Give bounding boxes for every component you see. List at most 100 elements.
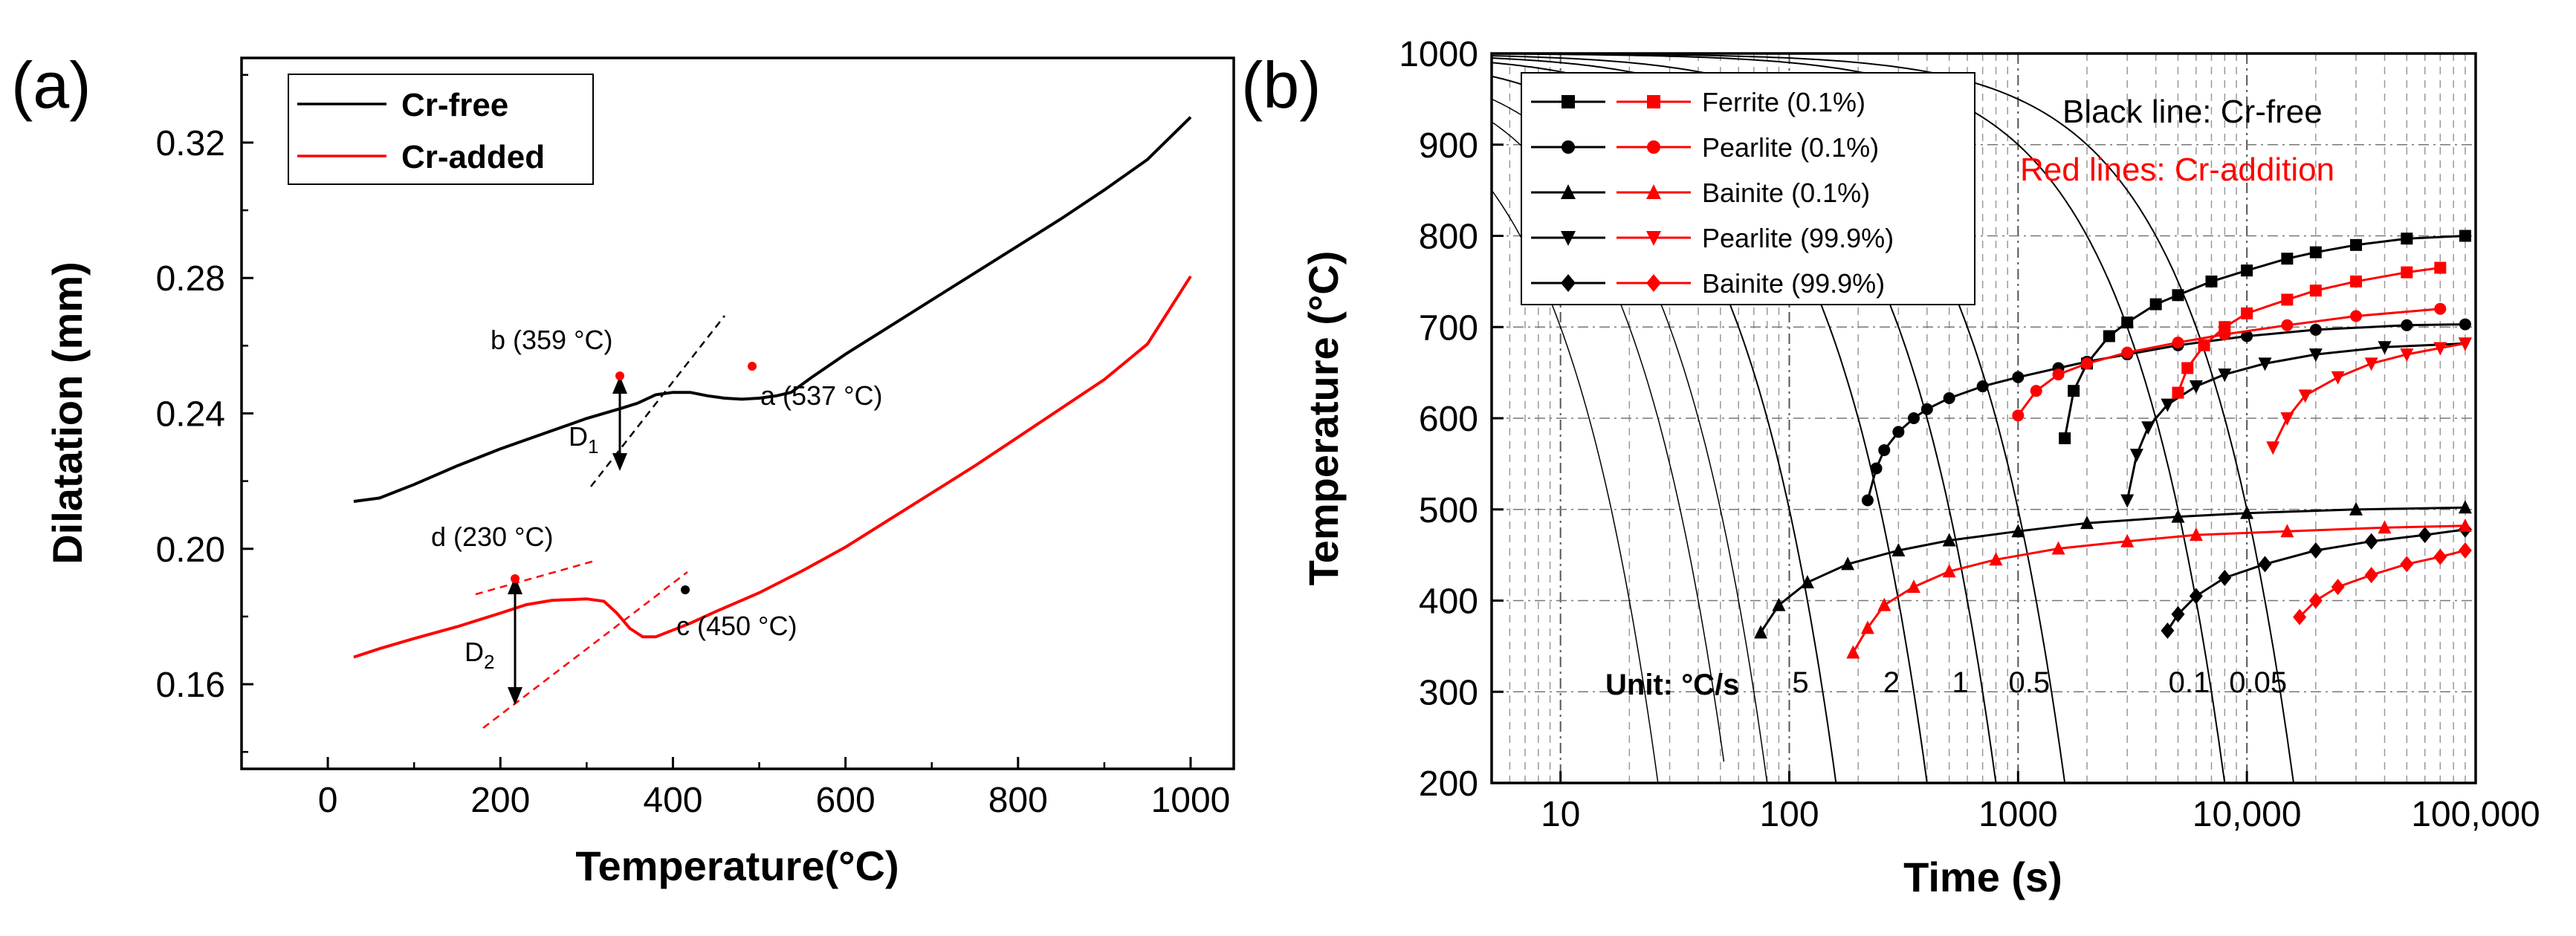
b-series-6 (2012, 302, 2447, 422)
b-series-line (1759, 506, 2465, 634)
marker-circle (2081, 357, 2094, 370)
marker-square (2103, 330, 2115, 342)
marker-square (2309, 246, 2322, 259)
legend-b-label: Bainite (99.9%) (1702, 268, 1885, 299)
marker-diamond (2331, 579, 2345, 596)
marker-circle (2241, 330, 2253, 342)
marker-square (2172, 386, 2184, 399)
marker-circle (2434, 302, 2447, 315)
tangent-b (590, 315, 725, 487)
point-b (615, 371, 624, 380)
marker-triangle-down (2258, 357, 2272, 371)
marker-triangle-down (2218, 368, 2232, 383)
annot-c: c (450 °C) (676, 611, 797, 641)
marker-diamond (2218, 569, 2232, 586)
marker-diamond (2458, 542, 2472, 559)
marker-square (2241, 264, 2253, 277)
marker-triangle-up (1877, 597, 1891, 611)
chart-a-legend: Cr-free Cr-added (288, 74, 594, 185)
annot-b: b (359 °C) (491, 325, 612, 355)
cooling-rate-label: 1 (1952, 666, 1969, 699)
marker-diamond (2418, 527, 2432, 544)
chart-a-xlabel: Temperature(°C) (575, 842, 899, 889)
marker-circle (1861, 494, 1874, 507)
marker-diamond (2433, 548, 2447, 565)
marker-square (2198, 339, 2210, 351)
b-series-line (1866, 323, 2465, 501)
b-xtick-label: 1000 (1978, 795, 2058, 834)
marker-diamond (2189, 588, 2203, 605)
point-a (748, 362, 757, 371)
marker-triangle-up (1646, 184, 1661, 199)
annot-d: d (230 °C) (431, 521, 553, 552)
marker-square (2068, 385, 2080, 397)
marker-triangle-down (2400, 348, 2414, 363)
marker-diamond (2400, 556, 2414, 573)
marker-circle (1647, 140, 1660, 154)
chart-b-legend: Ferrite (0.1%) Pearlite (0.1%) Bainite (0.… (1521, 72, 1975, 305)
marker-triangle-down (1561, 231, 1576, 246)
b-ytick-label: 200 (1419, 764, 1478, 804)
marker-circle (1870, 462, 1883, 475)
marker-square (2401, 233, 2413, 245)
cooling-curve-aux (1491, 189, 1659, 784)
chart-b-ylabel: Temperature (°C) (1300, 251, 1347, 586)
a-ytick-label: 0.24 (156, 395, 225, 435)
b-series-line (2177, 267, 2441, 394)
marker-triangle-up (2458, 500, 2472, 514)
marker-square (2309, 285, 2322, 297)
annot-D2: D2 (465, 637, 494, 673)
legend-a-label-cr-added: Cr-added (401, 139, 545, 175)
marker-square (2281, 293, 2294, 306)
marker-triangle-down (2308, 348, 2323, 363)
marker-square (2172, 289, 2184, 302)
cooling-rate-label: 0.05 (2229, 666, 2287, 699)
marker-circle (2219, 328, 2231, 341)
a-ytick-label: 0.16 (156, 666, 225, 705)
marker-triangle-up (1561, 184, 1576, 199)
b-series-8 (2266, 337, 2472, 455)
legend-b-label: Bainite (0.1%) (1702, 178, 1870, 208)
marker-triangle-up (1942, 533, 1956, 547)
marker-triangle-up (2458, 518, 2472, 532)
marker-circle (1562, 140, 1575, 154)
annot-a: a (537 °C) (760, 380, 882, 411)
marker-triangle-up (1906, 579, 1920, 594)
marker-triangle-down (2161, 398, 2175, 412)
marker-triangle-up (1841, 556, 1855, 571)
b-ytick-label: 400 (1419, 582, 1478, 622)
b-xtick-label: 100,000 (2411, 795, 2540, 834)
marker-triangle-up (1989, 552, 2003, 566)
marker-diamond (1561, 274, 1576, 292)
point-d (511, 574, 520, 583)
marker-square (1562, 95, 1575, 108)
marker-triangle-down (2298, 389, 2312, 403)
marker-triangle-up (2349, 501, 2363, 516)
marker-diamond (2161, 623, 2175, 640)
note-red-lines: Red lines: Cr-addition (2020, 152, 2334, 188)
marker-triangle-up (1860, 620, 1874, 634)
chart-b-xlabel: Time (s) (1903, 854, 2062, 900)
marker-triangle-down (2189, 380, 2203, 394)
b-xtick-label: 10,000 (2192, 795, 2302, 834)
marker-triangle-up (2378, 520, 2392, 534)
marker-circle (1943, 391, 1955, 404)
marker-circle (1907, 412, 1920, 424)
b-ytick-label: 800 (1419, 218, 1478, 257)
marker-triangle-up (1772, 597, 1786, 611)
cooling-curve-0.1 (1491, 53, 2226, 784)
marker-square (2350, 275, 2363, 287)
marker-square (2459, 230, 2471, 242)
marker-square (2281, 253, 2294, 265)
marker-triangle-up (1800, 574, 1814, 588)
marker-circle (2172, 337, 2184, 349)
a-xtick-label: 800 (988, 781, 1048, 820)
marker-triangle-up (2240, 505, 2254, 519)
a-series-cr-added (353, 275, 1192, 659)
marker-square (1647, 95, 1660, 108)
cooling-rate-label: 0.5 (2009, 666, 2051, 699)
cooling-rate-label: 0.1 (2169, 666, 2210, 699)
marker-circle (2309, 323, 2322, 336)
marker-diamond (2364, 567, 2378, 584)
marker-triangle-down (2331, 371, 2345, 385)
